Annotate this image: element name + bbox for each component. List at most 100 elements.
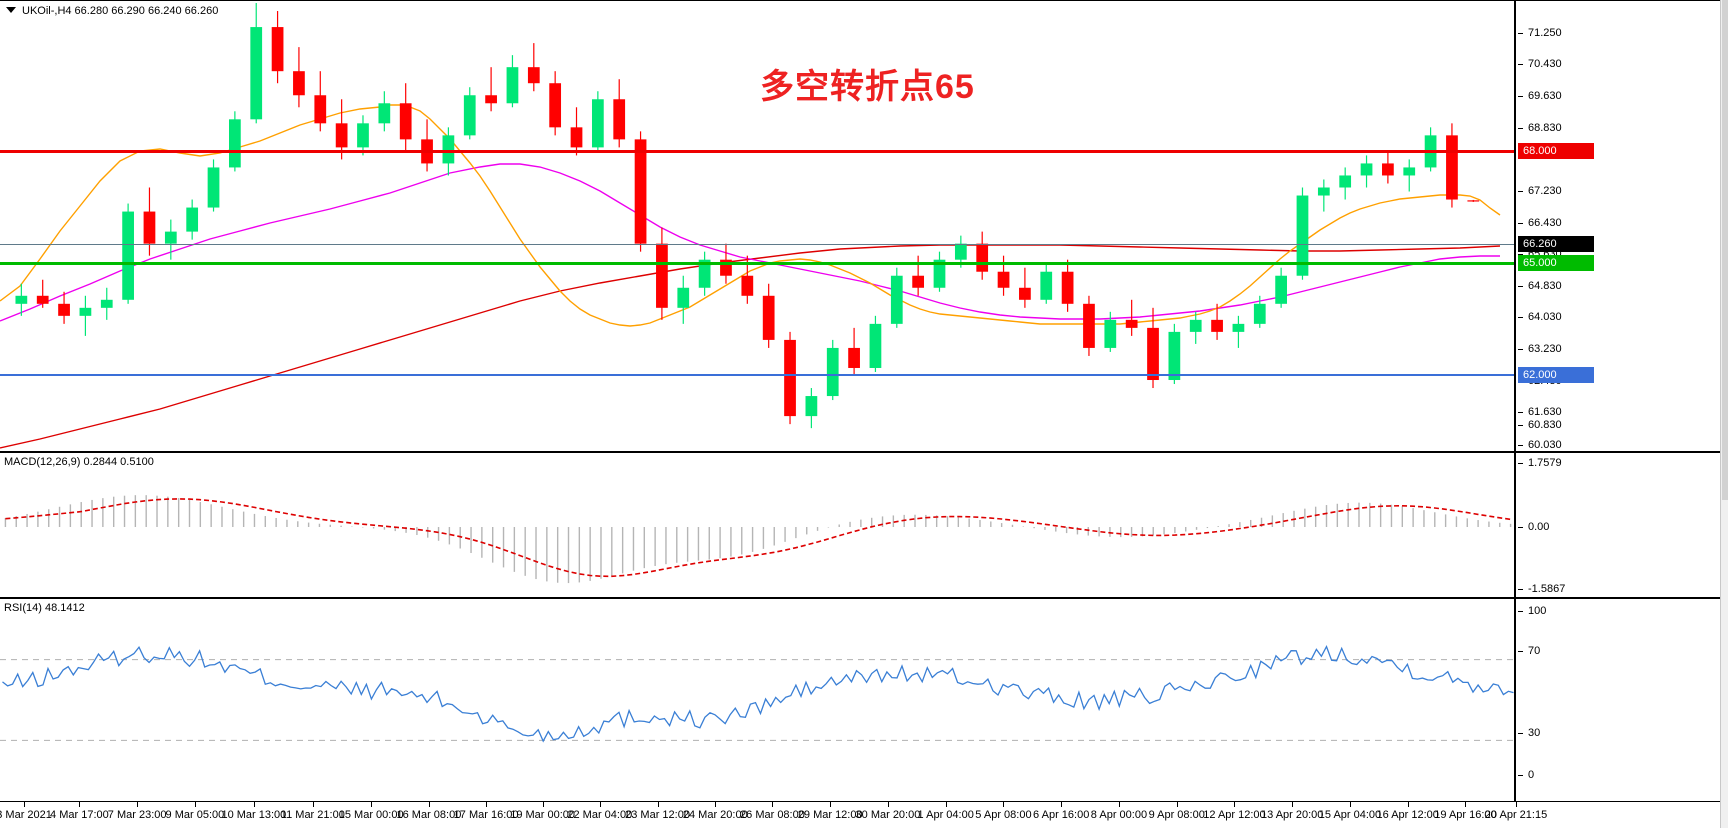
time-tick xyxy=(542,802,544,807)
time-tick xyxy=(253,802,255,807)
vertical-scrollbar[interactable] xyxy=(1720,0,1728,828)
time-tick xyxy=(1118,802,1120,807)
rsi-axis: 100 70 30 0 xyxy=(1516,599,1728,801)
candle-body xyxy=(656,243,668,308)
chart-title: UKOil-,H4 66.280 66.290 66.240 66.260 xyxy=(22,5,219,17)
time-tick xyxy=(1349,802,1351,807)
time-tick-label: 12 Apr 12:00 xyxy=(1203,809,1266,821)
candle-body xyxy=(890,275,903,324)
candle-body xyxy=(1275,275,1287,304)
time-tick xyxy=(1003,802,1005,807)
candle-body xyxy=(1061,271,1074,304)
candle-body xyxy=(207,167,220,208)
macd-histogram xyxy=(4,495,1512,584)
annotation-text: 多空转折点65 xyxy=(760,68,975,106)
time-tick-label: 3 Mar 2021 xyxy=(0,809,52,821)
price-badge-68-000[interactable]: 68.000 xyxy=(1518,143,1594,159)
time-tick-label: 19 Mar 00:00 xyxy=(510,809,576,821)
price-axis[interactable]: 71.250 70.430 69.630 68.830 67.230 66.430 65.6… xyxy=(1516,1,1728,451)
candle-body xyxy=(1317,187,1330,196)
rsi-series-svg xyxy=(0,645,1514,743)
price-badge-66-260[interactable]: 66.260 xyxy=(1518,236,1594,252)
time-tick-label: 1 Apr 04:00 xyxy=(917,809,974,821)
price-tick xyxy=(1518,191,1523,192)
price-tick-label: 64.830 xyxy=(1528,280,1562,292)
candle-body xyxy=(1232,323,1245,332)
ma-slow-line xyxy=(0,244,1501,449)
time-tick xyxy=(428,802,430,807)
price-tick-label: 70.430 xyxy=(1528,58,1562,70)
price-tick xyxy=(1518,425,1523,426)
rsi-tick xyxy=(1518,651,1523,652)
price-tick-label: 64.030 xyxy=(1528,311,1562,323)
rsi-tick-label: 30 xyxy=(1528,727,1541,739)
level-line-current xyxy=(0,244,1514,245)
time-tick-label: 20 Apr 21:15 xyxy=(1484,809,1548,821)
candle-body xyxy=(506,67,519,104)
time-tick-label: 26 Mar 08:00 xyxy=(740,809,805,821)
time-tick xyxy=(137,802,139,807)
candle-body xyxy=(826,347,839,397)
macd-panel: MACD(12,26,9) 0.2844 0.5100 1.7579 0.00 -1… xyxy=(0,452,1728,598)
candle-body xyxy=(485,95,497,104)
time-tick-label: 23 Mar 12:00 xyxy=(625,809,690,821)
price-plot-area[interactable] xyxy=(0,1,1516,451)
time-tick-label: 9 Mar 05:00 xyxy=(165,809,225,821)
candle-body xyxy=(933,259,946,288)
macd-axis: 1.7579 0.00 -1.5867 xyxy=(1516,453,1728,597)
price-badge-62-000[interactable]: 62.000 xyxy=(1518,367,1594,383)
candle-body xyxy=(164,231,177,244)
price-tick-label: 66.430 xyxy=(1528,217,1562,229)
candle-body xyxy=(186,207,199,232)
rsi-tick xyxy=(1518,775,1523,776)
price-panel: UKOil-,H4 66.280 66.290 66.240 66.260 多空… xyxy=(0,0,1728,452)
candle-body xyxy=(527,67,540,84)
candle-body xyxy=(677,287,690,308)
rsi-panel: RSI(14) 48.1412 100 70 30 0 xyxy=(0,598,1728,802)
triangle-down-icon[interactable] xyxy=(6,7,16,13)
candle-body xyxy=(720,259,732,276)
scrollbar-thumb[interactable] xyxy=(1722,0,1728,500)
price-tick xyxy=(1518,64,1523,65)
candle-body xyxy=(122,211,134,300)
time-axis[interactable]: 3 Mar 2021 4 Mar 17:00 7 Mar 23:00 9 Mar 05… xyxy=(0,802,1728,828)
time-tick-label: 22 Mar 04:00 xyxy=(567,809,633,821)
price-tick xyxy=(1518,128,1523,129)
macd-title: MACD(12,26,9) 0.2844 0.5100 xyxy=(4,456,154,468)
macd-tick xyxy=(1518,463,1523,464)
candle-body xyxy=(1083,303,1095,348)
rsi-tick-label: 70 xyxy=(1528,645,1541,657)
candle-body xyxy=(1189,319,1202,332)
candle-body xyxy=(143,211,156,244)
candle-body xyxy=(869,323,882,368)
price-tick-label: 63.230 xyxy=(1528,343,1562,355)
time-tick-label: 15 Apr 04:00 xyxy=(1318,809,1382,821)
candle-body xyxy=(463,95,476,136)
candle-body xyxy=(1168,331,1181,381)
macd-plot-area[interactable] xyxy=(0,453,1516,597)
candle-body xyxy=(271,27,284,72)
candle-body xyxy=(1446,135,1458,200)
time-tick xyxy=(887,802,889,807)
time-tick xyxy=(1292,802,1294,807)
price-badge-65-000[interactable]: 65.000 xyxy=(1518,255,1594,271)
price-tick xyxy=(1518,317,1523,318)
time-tick xyxy=(1176,802,1178,807)
candle-body xyxy=(1467,200,1480,202)
candle-body xyxy=(250,27,263,120)
rsi-line xyxy=(2,645,1514,743)
rsi-title: RSI(14) 48.1412 xyxy=(4,602,85,614)
candle-body xyxy=(293,71,305,96)
time-tick-label: 6 Apr 16:00 xyxy=(1033,809,1090,821)
rsi-plot-area[interactable] xyxy=(0,599,1516,801)
candle-body xyxy=(1360,163,1373,176)
time-tick xyxy=(194,802,196,807)
candle-body xyxy=(954,243,967,260)
time-tick-label: 9 Apr 08:00 xyxy=(1148,809,1205,821)
price-tick xyxy=(1518,223,1523,224)
candle-body xyxy=(805,396,818,417)
level-line-65 xyxy=(0,262,1514,265)
level-line-68 xyxy=(0,150,1514,153)
candle-body xyxy=(1104,319,1117,348)
time-tick-label: 5 Apr 08:00 xyxy=(975,809,1032,821)
